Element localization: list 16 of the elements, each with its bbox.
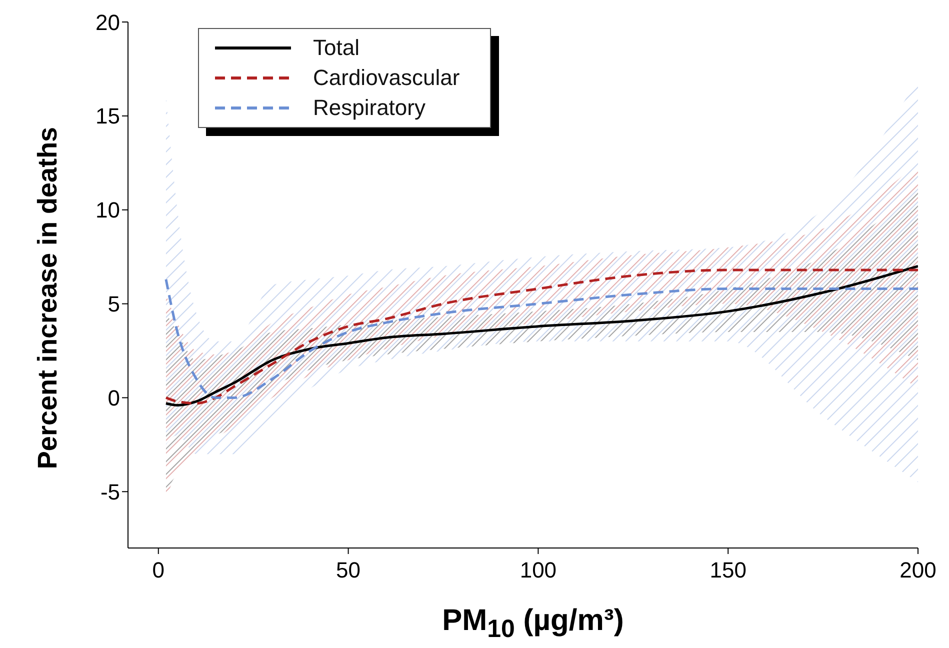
y-tick-label: 5 (108, 292, 120, 317)
x-tick-label: 0 (152, 558, 165, 583)
x-tick-label: 100 (520, 558, 557, 583)
legend-label: Total (313, 34, 360, 62)
y-tick-label: 0 (108, 386, 120, 411)
legend-label: Cardiovascular (313, 64, 460, 92)
x-tick-label: 200 (900, 558, 936, 583)
y-tick-label: 10 (96, 198, 120, 223)
y-tick-label: 15 (96, 104, 120, 129)
x-axis-title: PM$_{10}$ (µg/m³) (441, 604, 625, 644)
y-axis-title: Percent increase in deaths (32, 126, 64, 470)
x-tick-label: 50 (336, 558, 361, 583)
y-tick-label: -5 (100, 479, 120, 504)
y-tick-label: 20 (96, 10, 120, 35)
legend-label: Respiratory (313, 94, 426, 122)
x-tick-label: 150 (710, 558, 746, 583)
